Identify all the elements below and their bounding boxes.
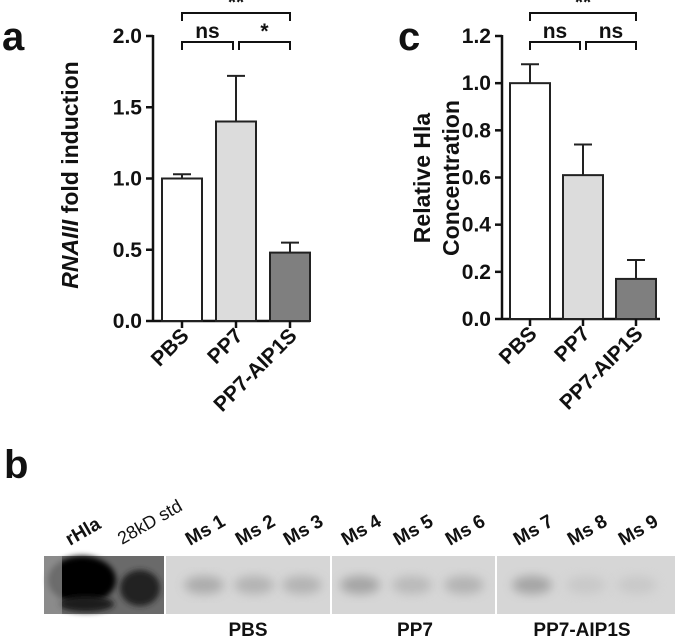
blot-band-rhla — [48, 556, 116, 604]
chart-c-bar-pp7-aip1s — [615, 277, 657, 320]
chart-c-y-tick-label: 0.0 — [462, 308, 491, 331]
blot-lane-label: Ms 5 — [390, 511, 437, 551]
blot-band-rhla-lower — [58, 596, 114, 612]
blot-group-label: PP7 — [397, 620, 433, 641]
blot-edge — [44, 556, 62, 614]
chart-a-y-tick-label: 0.5 — [113, 239, 143, 262]
blot-lane-label: Ms 2 — [232, 511, 279, 550]
chart-c-significance-bracket — [529, 41, 581, 50]
chart-c-significance-bracket — [529, 12, 637, 21]
blot-band-ms — [282, 576, 322, 594]
chart-c-y-tick-label: 0.2 — [462, 261, 491, 284]
chart-c-significance-bracket — [585, 41, 637, 50]
chart-c-bar-pp7 — [562, 174, 604, 320]
chart-a-significance-label: * — [260, 20, 269, 43]
chart-a-category-label: PBS — [147, 324, 194, 371]
chart-c-y-tick-label: 1.0 — [462, 72, 491, 95]
chart-a-ylabel: RNAIII fold induction — [57, 61, 83, 288]
blot-lane-label: Ms 3 — [280, 511, 327, 550]
chart-a-significance-bracket — [181, 41, 234, 50]
blot-band-ms — [444, 576, 484, 594]
chart-c-category-label: PBS — [495, 322, 542, 369]
chart-a-y-tick-label: 1.5 — [113, 96, 143, 119]
chart-c-significance-label: ** — [575, 0, 592, 14]
chart-a-y-tick-label: 0.0 — [113, 310, 142, 333]
chart-c-significance-label: ns — [543, 20, 568, 43]
blot-lane-label: Ms 9 — [615, 511, 662, 550]
chart-c-y-tick-label: 0.6 — [462, 167, 491, 190]
blot-band-ms — [392, 576, 432, 594]
blot-band-ms — [512, 576, 552, 594]
panel-label-a: a — [2, 15, 25, 59]
blot-band-std — [120, 570, 160, 606]
chart-a: RNAIII fold induction 0.0 0.5 1.0 1.5 2.0 PBS… — [57, 0, 311, 416]
blot-lane-label: Ms 8 — [564, 511, 611, 550]
chart-c-bar-pbs — [509, 82, 551, 320]
chart-a-y-tick-label: 2.0 — [113, 25, 142, 48]
chart-c-y-tick-label: 0.8 — [462, 119, 492, 142]
blot-group-label: PBS — [228, 620, 267, 641]
chart-c-ylabel-line2: Concentration — [438, 100, 464, 256]
chart-a-bar-pbs — [161, 177, 203, 322]
chart-a-significance-bracket — [181, 12, 291, 21]
blot-lane-label: Ms 4 — [338, 511, 385, 551]
chart-a-ylabel-rest: fold induction — [57, 61, 83, 219]
blot-band-ms — [184, 576, 224, 594]
chart-c-y-tick-label: 1.2 — [462, 25, 491, 48]
chart-c-y-tick-label: 0.4 — [462, 214, 492, 237]
chart-c-category-label: PP7 — [550, 322, 594, 366]
blot-band-ms — [566, 576, 606, 594]
blot-lane-label: 28kD std — [114, 496, 186, 549]
panel-label-b: b — [4, 443, 28, 487]
chart-a-category-label: PP7 — [203, 324, 247, 368]
panel-label-c: c — [398, 15, 420, 59]
chart-a-significance-label: ** — [228, 0, 245, 14]
chart-c-significance-label: ns — [599, 20, 624, 43]
chart-c: Relative Hla Concentration 0.0 0.2 0.4 0.6 0… — [409, 0, 660, 414]
chart-a-y-tick-label: 1.0 — [113, 168, 142, 191]
blot-band-ms — [340, 576, 380, 594]
blot-band-ms — [617, 576, 657, 594]
blot-lane-label: Ms 6 — [442, 511, 489, 550]
chart-a-significance-label: ns — [195, 20, 220, 43]
blot-lane-label: Ms 1 — [182, 511, 229, 551]
chart-c-ylabel-line1: Relative Hla — [409, 113, 435, 244]
chart-a-bar-pp7 — [215, 120, 257, 322]
chart-a-significance-bracket — [238, 41, 291, 50]
blot-group-label: PP7-AIP1S — [533, 620, 630, 641]
chart-a-ylabel-italic: RNAIII — [57, 219, 83, 289]
blot-band-ms — [234, 576, 274, 594]
blot-lane-label: rHla — [62, 513, 105, 550]
chart-a-bar-pp7-aip1s — [269, 251, 311, 323]
blot-lane-label: Ms 7 — [510, 511, 557, 550]
